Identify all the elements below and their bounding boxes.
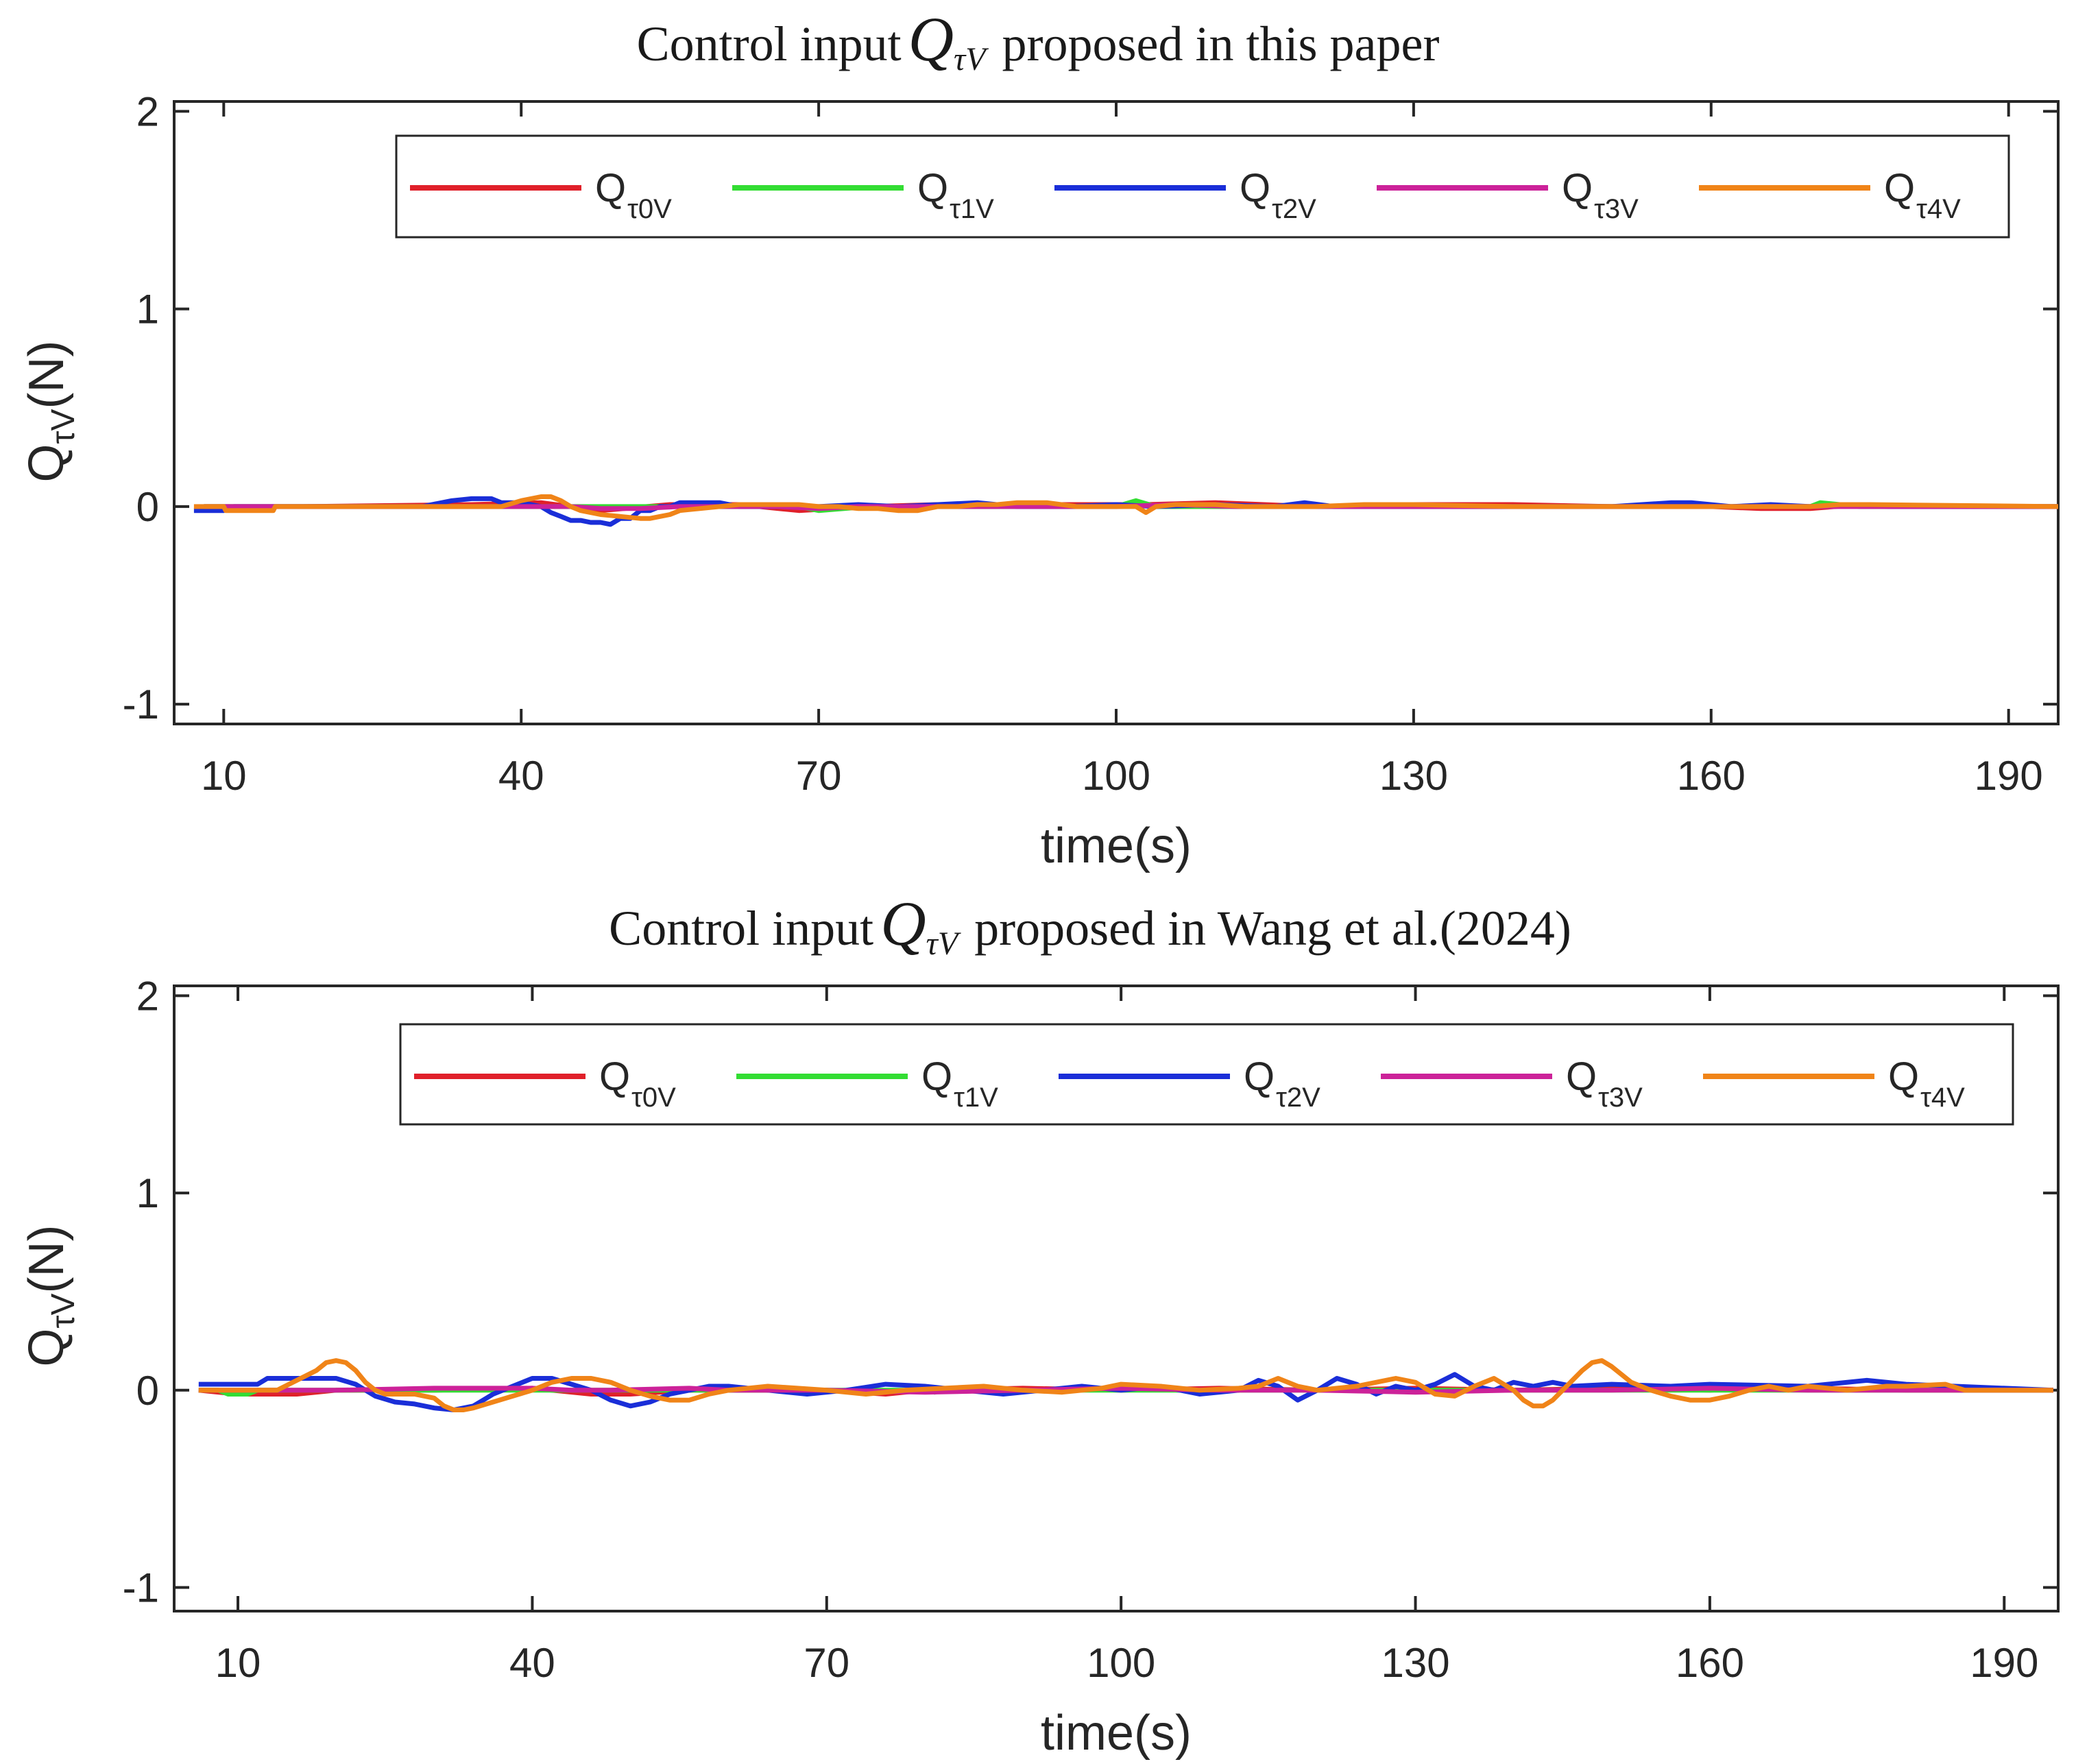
legend-label-main: Q bbox=[599, 1054, 630, 1099]
y-tick-label: 1 bbox=[136, 1170, 159, 1216]
x-axis-ticks-bottom: 10 40 70 100 130 160 190 bbox=[215, 986, 2038, 1686]
legend-label: Qτ0V bbox=[595, 166, 672, 224]
legend-label: Qτ4V bbox=[1884, 166, 1961, 224]
chart-bottom-title: Control input QτV proposed in Wang et al.(… bbox=[609, 889, 1571, 962]
series-line-tau4v bbox=[193, 494, 2059, 521]
x-tick-label: 130 bbox=[1381, 1640, 1449, 1686]
x-tick-label: 160 bbox=[1676, 1640, 1744, 1686]
title-symbol-sub: τV bbox=[954, 41, 989, 77]
legend-label: Qτ3V bbox=[1562, 166, 1639, 224]
x-tick-label: 130 bbox=[1379, 753, 1448, 799]
y-axis-label-bottom: QτV(N) bbox=[19, 1225, 82, 1367]
x-tick-label: 40 bbox=[498, 753, 544, 799]
legend-label-sub: τ4V bbox=[1916, 194, 1961, 224]
legend-label: Qτ1V bbox=[921, 1054, 998, 1113]
x-tick-label: 100 bbox=[1082, 753, 1150, 799]
legend-label-main: Q bbox=[1244, 1054, 1275, 1099]
ylabel-main: Q bbox=[19, 444, 74, 482]
legend-label-sub: τ1V bbox=[950, 194, 994, 224]
y-tick-label: -1 bbox=[123, 681, 159, 727]
x-tick-label: 160 bbox=[1677, 753, 1746, 799]
x-axis-label-bottom: time(s) bbox=[1041, 1706, 1192, 1761]
legend-label-sub: τ2V bbox=[1272, 194, 1316, 224]
series-layer-bottom bbox=[198, 1358, 2053, 1412]
plot-area-bottom bbox=[173, 984, 2060, 1612]
x-axis-ticks-top: 10 40 70 100 130 160 190 bbox=[201, 101, 2043, 799]
y-tick-label: 2 bbox=[136, 88, 159, 134]
chart-bottom: Control input QτV proposed in Wang et al.(… bbox=[19, 889, 2060, 1761]
y-axis-ticks-bottom: -1 0 1 2 bbox=[123, 973, 2058, 1610]
legend-label-sub: τ4V bbox=[1920, 1083, 1965, 1113]
x-tick-label: 10 bbox=[215, 1640, 261, 1686]
legend-label-sub: τ3V bbox=[1594, 194, 1639, 224]
legend-label: Qτ1V bbox=[917, 166, 994, 224]
legend-label: Qτ4V bbox=[1888, 1054, 1965, 1113]
legend-label-main: Q bbox=[1888, 1054, 1919, 1099]
y-tick-label: 0 bbox=[136, 484, 159, 530]
title-prefix: Control input bbox=[609, 901, 873, 956]
series-line-tau4v bbox=[198, 1358, 2053, 1412]
legend-label-main: Q bbox=[1240, 166, 1270, 210]
title-suffix: proposed in this paper bbox=[1002, 16, 1440, 71]
x-tick-label: 190 bbox=[1970, 1640, 2038, 1686]
x-tick-label: 190 bbox=[1975, 753, 2043, 799]
legend-label-main: Q bbox=[1884, 166, 1915, 210]
series-line-tau3v bbox=[198, 1386, 2053, 1395]
ylabel-sub: τV bbox=[45, 409, 82, 444]
legend-label-sub: τ2V bbox=[1276, 1083, 1320, 1113]
legend-label-sub: τ3V bbox=[1598, 1083, 1643, 1113]
title-symbol: Q bbox=[880, 889, 926, 958]
legend-label-main: Q bbox=[1566, 1054, 1597, 1099]
series-layer-top bbox=[193, 494, 2059, 527]
legend-bottom: Qτ0V Qτ1V Qτ2V Qτ3V Qτ4V bbox=[399, 1023, 2014, 1126]
x-tick-label: 40 bbox=[509, 1640, 555, 1686]
y-tick-label: 1 bbox=[136, 287, 159, 333]
title-prefix: Control input bbox=[637, 16, 902, 71]
title-symbol: Q bbox=[908, 4, 954, 74]
legend-top: Qτ0V Qτ1V Qτ2V Qτ3V Qτ4V bbox=[395, 134, 2010, 239]
ylabel-unit: (N) bbox=[19, 1225, 74, 1294]
legend-label-main: Q bbox=[1562, 166, 1593, 210]
y-tick-label: 0 bbox=[136, 1368, 159, 1414]
x-tick-label: 70 bbox=[804, 1640, 849, 1686]
legend-label-main: Q bbox=[595, 166, 626, 210]
title-symbol-sub: τV bbox=[926, 926, 961, 962]
legend-label-sub: τ1V bbox=[954, 1083, 998, 1113]
svg-text:QτV(N): QτV(N) bbox=[19, 341, 82, 483]
y-axis-label-top: QτV(N) bbox=[19, 341, 82, 483]
ylabel-unit: (N) bbox=[19, 341, 74, 409]
y-tick-label: -1 bbox=[123, 1564, 159, 1610]
ylabel-sub: τV bbox=[45, 1293, 82, 1328]
x-tick-label: 70 bbox=[796, 753, 842, 799]
legend-label: Qτ0V bbox=[599, 1054, 676, 1113]
legend-label-main: Q bbox=[921, 1054, 952, 1099]
x-axis-label-top: time(s) bbox=[1041, 819, 1192, 873]
legend-label-sub: τ0V bbox=[627, 194, 672, 224]
x-tick-label: 10 bbox=[201, 753, 247, 799]
x-tick-label: 100 bbox=[1087, 1640, 1155, 1686]
title-suffix: proposed in Wang et al.(2024) bbox=[974, 901, 1571, 956]
y-tick-label: 2 bbox=[136, 973, 159, 1019]
chart-top: Control input QτV proposed in this paper -… bbox=[19, 4, 2060, 873]
chart-top-title: Control input QτV proposed in this paper bbox=[637, 4, 1440, 77]
legend-label: Qτ3V bbox=[1566, 1054, 1643, 1113]
svg-text:QτV(N): QτV(N) bbox=[19, 1225, 82, 1367]
ylabel-main: Q bbox=[19, 1328, 74, 1366]
legend-label-main: Q bbox=[917, 166, 948, 210]
y-axis-ticks-top: -1 0 1 2 bbox=[123, 88, 2058, 727]
legend-label: Qτ2V bbox=[1244, 1054, 1320, 1113]
legend-label-sub: τ0V bbox=[631, 1083, 676, 1113]
legend-label: Qτ2V bbox=[1240, 166, 1316, 224]
